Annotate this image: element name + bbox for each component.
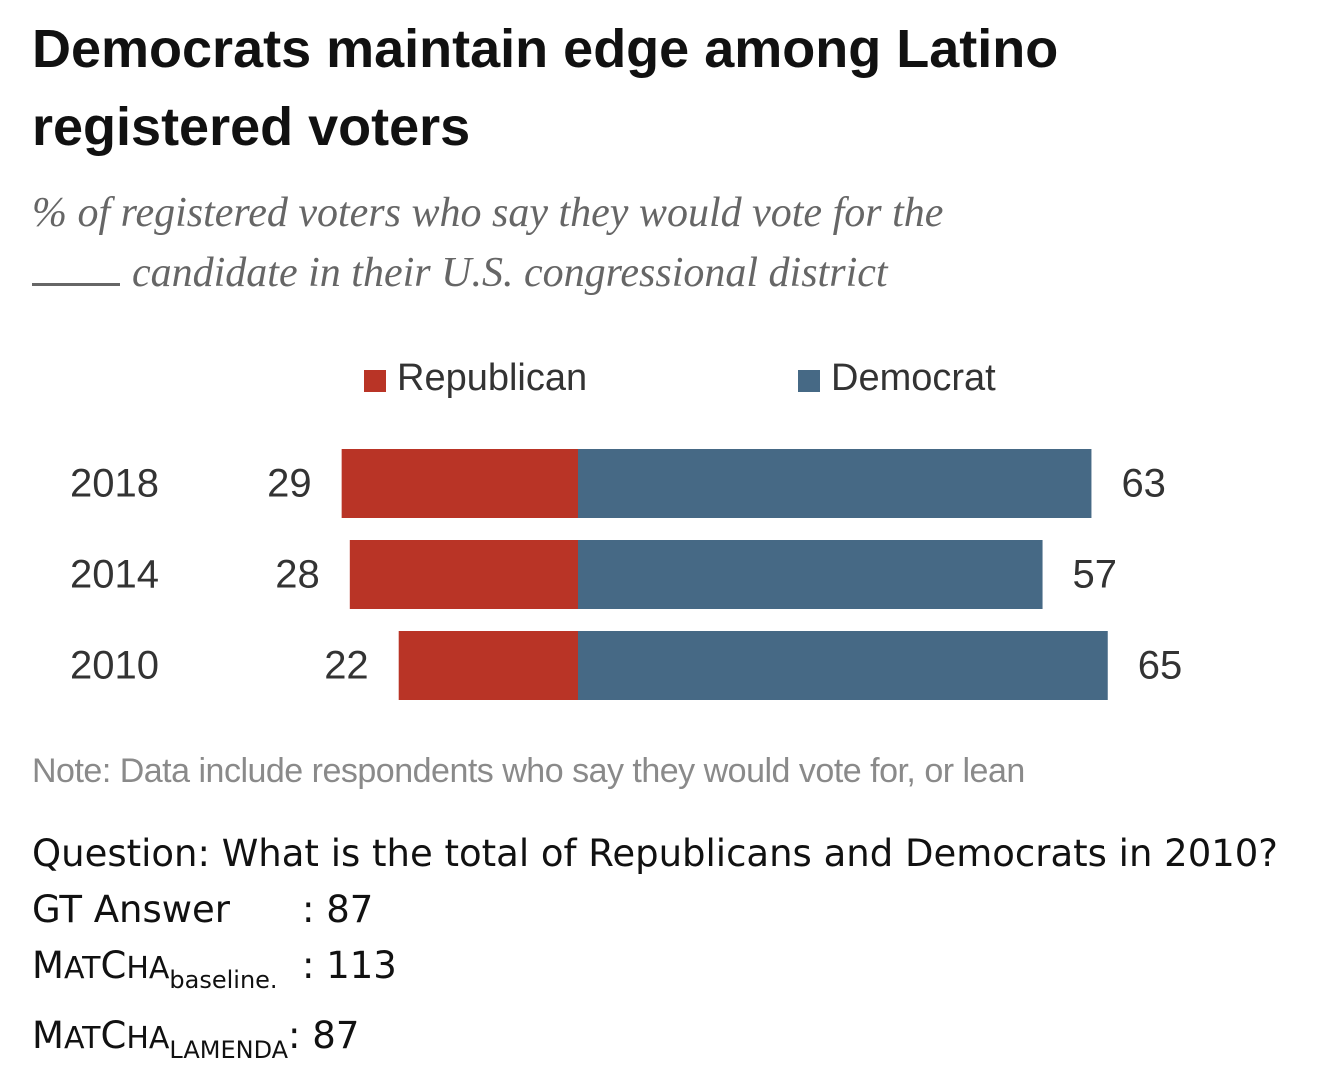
category-label: 2010: [70, 644, 159, 688]
gt-answer-label: GT Answer: [32, 888, 230, 931]
gt-answer-row: GT Answer : 87: [32, 882, 1322, 938]
democrat-bar: [578, 449, 1092, 518]
bar-row-2014: 2014 28 57: [70, 540, 1117, 609]
qa-block: Question: What is the total of Republica…: [32, 826, 1322, 1078]
subtitle-line-1: % of registered voters who say they woul…: [32, 190, 944, 236]
democrat-value-label: 57: [1073, 553, 1118, 597]
legend-label-democrat: Democrat: [831, 357, 996, 399]
republican-value-label: 28: [275, 553, 320, 597]
republican-bar: [349, 540, 578, 609]
baseline-answer-row: MATCHAbaseline. : 113: [32, 938, 1322, 1008]
chart-note: Note: Data include respondents who say t…: [32, 752, 1025, 790]
legend-swatch-democrat: [798, 370, 820, 392]
gt-answer-value: : 87: [302, 888, 374, 931]
question-text: Question: What is the total of Republica…: [32, 832, 1278, 875]
bar-rows: 2018 29 63 2014 28 57 2010 22 65: [70, 449, 1182, 700]
baseline-model-label: MATCHAbaseline.: [32, 944, 278, 994]
lamenda-subscript: LAMENDA: [169, 1036, 289, 1064]
democrat-value-label: 65: [1138, 644, 1183, 688]
subtitle-blank: [32, 249, 120, 286]
chart-subtitle: % of registered voters who say they woul…: [32, 183, 1272, 303]
democrat-bar: [578, 540, 1043, 609]
republican-value-label: 22: [324, 644, 369, 688]
legend: Republican Democrat: [364, 357, 996, 399]
republican-bar: [341, 449, 578, 518]
category-label: 2018: [70, 462, 159, 506]
legend-swatch-republican: [364, 370, 386, 392]
category-label: 2014: [70, 553, 159, 597]
democrat-bar: [578, 631, 1108, 700]
bar-row-2010: 2010 22 65: [70, 631, 1182, 700]
lamenda-answer-row: MATCHALAMENDA: 87: [32, 1008, 1322, 1078]
subtitle-line-2: candidate in their U.S. congressional di…: [132, 250, 888, 296]
republican-bar: [398, 631, 578, 700]
chart-title: Democrats maintain edge among Latino reg…: [32, 19, 1059, 157]
legend-label-republican: Republican: [397, 357, 587, 399]
lamenda-answer-value: : 87: [288, 1014, 360, 1057]
republican-value-label: 29: [267, 462, 312, 506]
democrat-value-label: 63: [1121, 462, 1166, 506]
bar-row-2018: 2018 29 63: [70, 449, 1166, 518]
lamenda-model-label: MATCHALAMENDA: [32, 1014, 289, 1064]
baseline-subscript: baseline.: [169, 966, 278, 994]
baseline-answer-value: : 113: [302, 944, 397, 987]
